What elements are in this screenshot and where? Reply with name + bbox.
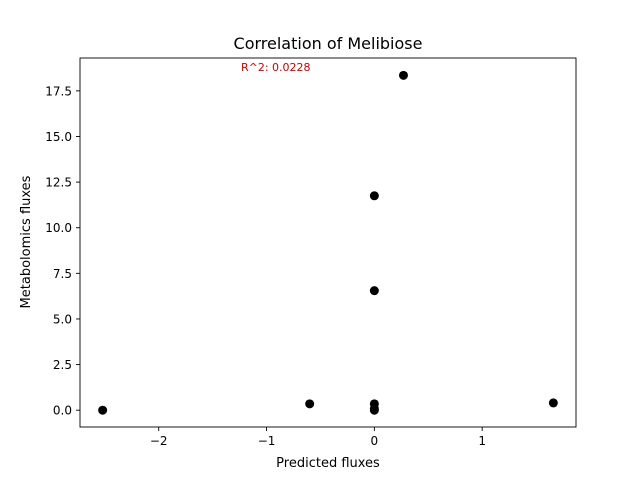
chart-title: Correlation of Melibiose [234, 34, 423, 53]
plot-area: −2 −1 0 10.02.55.07.510.012.515.017.5 [45, 57, 577, 448]
y-tick-label: 0.0 [53, 404, 72, 418]
data-point [369, 286, 379, 296]
x-tick-label: 0 [371, 434, 379, 448]
y-tick-label: 5.0 [53, 312, 72, 326]
y-tick-label: 12.5 [45, 176, 72, 190]
r-squared-annotation: R^2: 0.0228 [241, 61, 311, 74]
y-axis-label: Metabolomics fluxes [19, 175, 34, 308]
data-point [369, 399, 379, 409]
data-point [548, 398, 558, 408]
x-axis-label: Predicted fluxes [276, 456, 380, 471]
x-tick-label: −2 [150, 434, 168, 448]
y-tick-label: 10.0 [45, 221, 72, 235]
data-point [398, 70, 408, 80]
data-point [369, 191, 379, 201]
plot-frame [79, 57, 577, 428]
data-point [305, 399, 315, 409]
y-tick-label: 15.0 [45, 130, 72, 144]
x-tick-label: −1 [258, 434, 276, 448]
data-point [98, 405, 108, 415]
y-tick-label: 17.5 [45, 84, 72, 98]
y-tick-label: 7.5 [53, 267, 72, 281]
y-tick-label: 2.5 [53, 358, 72, 372]
x-tick-label: 1 [478, 434, 486, 448]
